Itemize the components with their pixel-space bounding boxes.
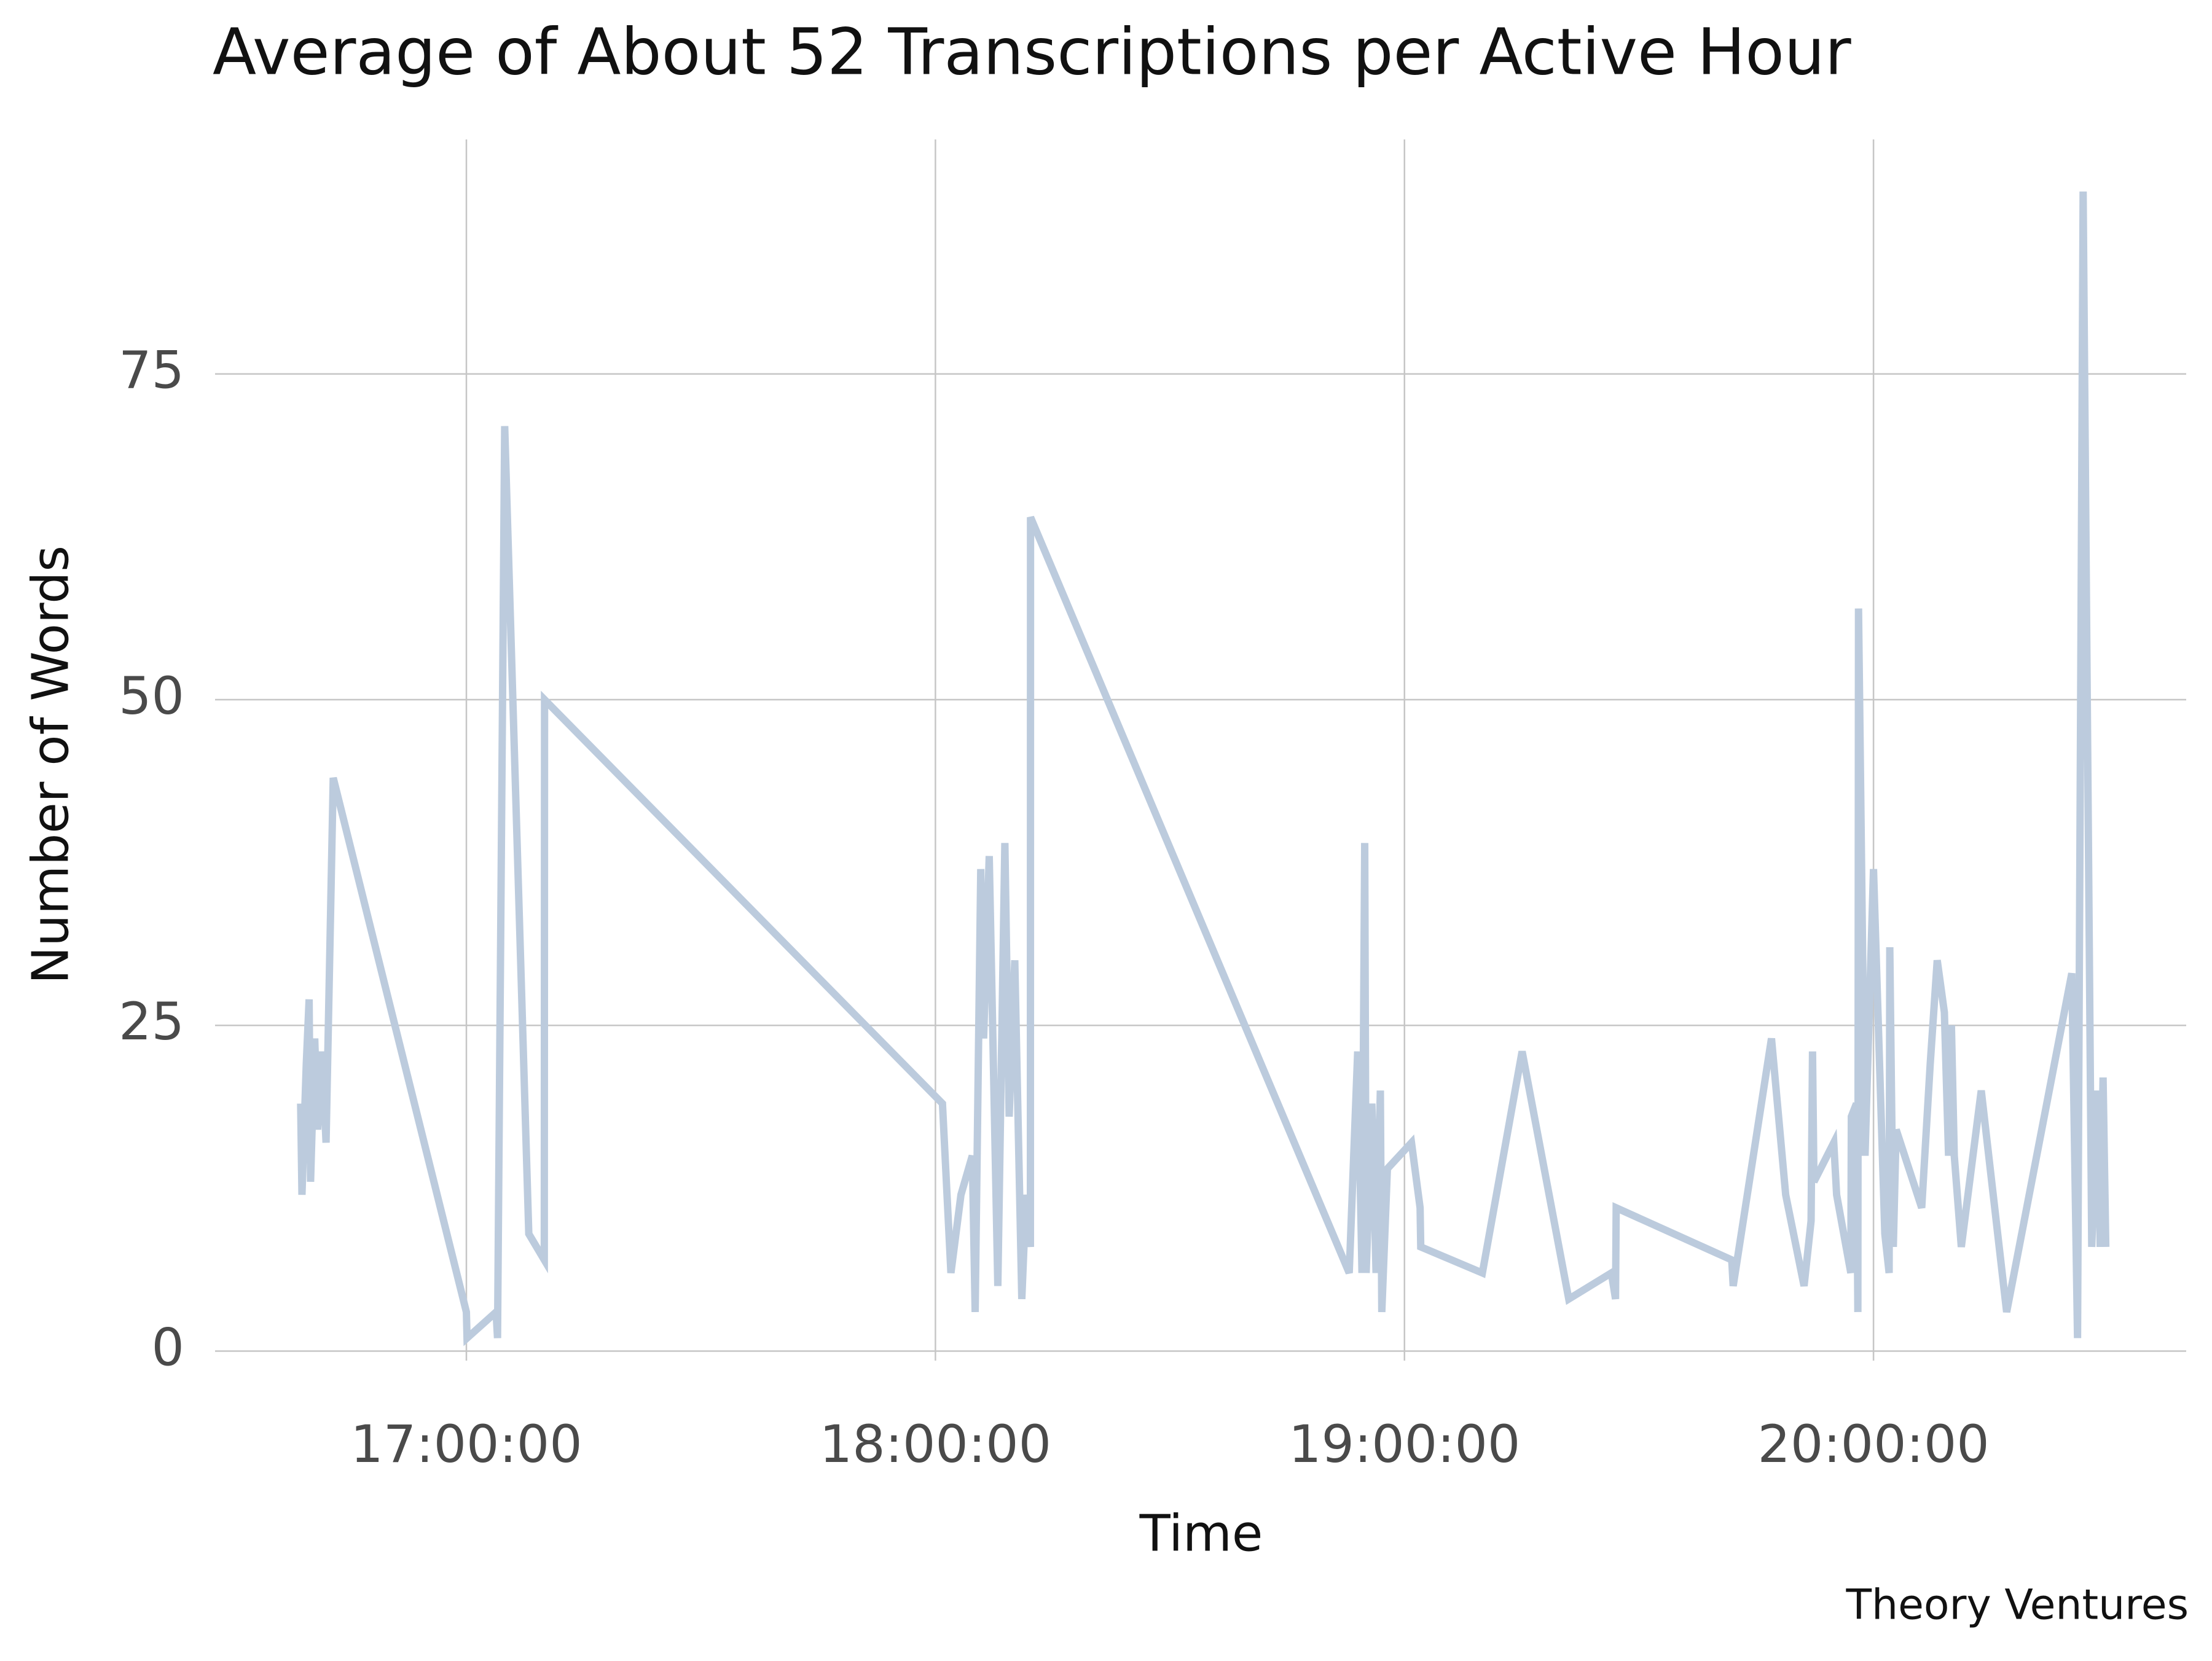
y-axis-title: Number of Words xyxy=(22,545,80,984)
x-tick-label: 19:00:00 xyxy=(1288,1414,1520,1474)
y-tick-label: 25 xyxy=(119,991,184,1052)
x-tick-label: 17:00:00 xyxy=(350,1414,582,1474)
y-tick-label: 0 xyxy=(152,1317,184,1377)
x-tick-label: 18:00:00 xyxy=(820,1414,1051,1474)
marks xyxy=(297,191,2110,1346)
x-tick-label: 20:00:00 xyxy=(1757,1414,1989,1474)
x-axis-title: Time xyxy=(1139,1504,1263,1563)
footer: Theory Ventures xyxy=(1845,1581,2189,1630)
y-tick-label: 75 xyxy=(119,340,184,401)
y-tick-label: 50 xyxy=(119,666,184,726)
chart-title: Average of About 52 Transcriptions per A… xyxy=(213,14,1851,89)
data-line xyxy=(297,191,2110,1346)
